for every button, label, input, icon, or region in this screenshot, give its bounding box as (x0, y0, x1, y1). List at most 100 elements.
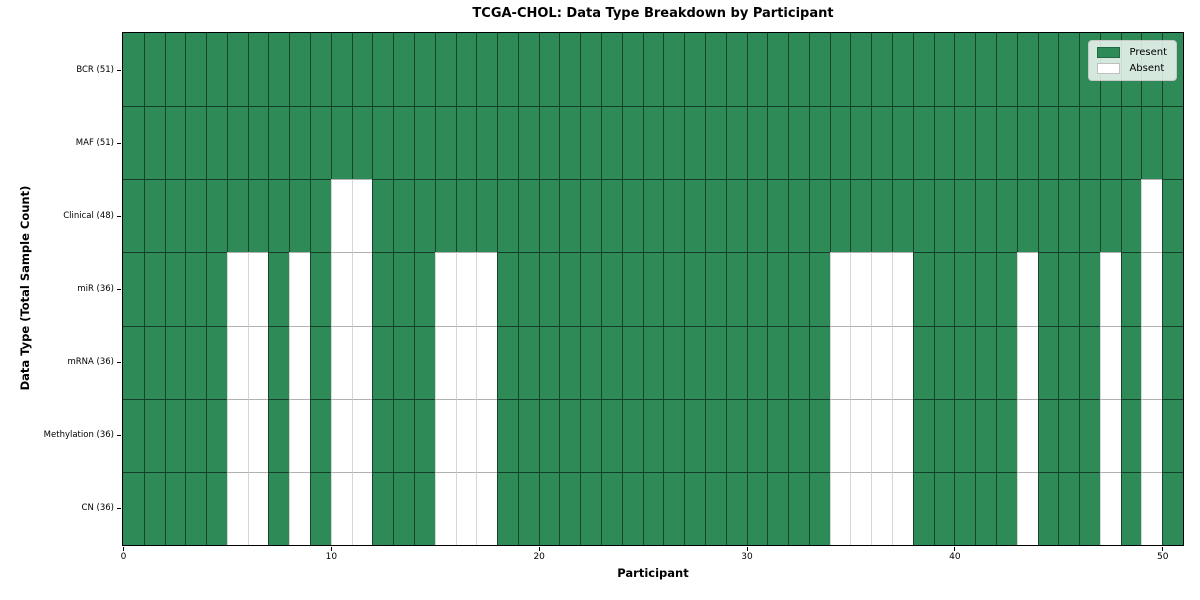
x-tick-label: 0 (120, 552, 127, 562)
heatmap-cell (476, 471, 498, 545)
heatmap-cell (455, 33, 477, 107)
heatmap-cell (829, 252, 851, 326)
heatmap-cell (123, 398, 144, 472)
y-tick-mark (117, 435, 121, 437)
heatmap-cell (808, 325, 830, 399)
heatmap-cell (767, 252, 789, 326)
heatmap-cell (995, 106, 1017, 180)
heatmap-cell (892, 179, 913, 253)
heatmap-cell (684, 179, 705, 253)
x-tick-mark (123, 547, 124, 551)
heatmap-cell (663, 33, 685, 107)
heatmap-cell (808, 106, 830, 180)
heatmap-cell (850, 252, 872, 326)
heatmap-cell (559, 106, 581, 180)
heatmap-cell (476, 106, 498, 180)
heatmap-cell (684, 33, 705, 107)
heatmap-cell (1099, 179, 1121, 253)
heatmap-cell (725, 325, 747, 399)
heatmap-cell (372, 179, 394, 253)
heatmap-cell (351, 325, 373, 399)
heatmap-cell (413, 33, 435, 107)
y-tick-label: Clinical (48) (63, 210, 114, 221)
heatmap-cell (310, 106, 331, 180)
heatmap-cell (476, 325, 498, 399)
heatmap-cell (767, 471, 789, 545)
heatmap-cell (268, 398, 290, 472)
heatmap-cell (601, 252, 622, 326)
heatmap-cell (954, 179, 976, 253)
heatmap-cell (621, 33, 643, 107)
heatmap-cell (933, 325, 955, 399)
heatmap-cell (393, 398, 414, 472)
heatmap-cell (1162, 179, 1183, 253)
heatmap-cell (892, 252, 913, 326)
heatmap-cell (684, 106, 705, 180)
heatmap-cell (559, 325, 581, 399)
heatmap-grid (123, 33, 1183, 545)
heatmap-cell (413, 398, 435, 472)
heatmap-cell (1099, 398, 1121, 472)
heatmap-cell (289, 33, 311, 107)
heatmap-cell (808, 252, 830, 326)
heatmap-cell (185, 106, 207, 180)
heatmap-cell (892, 33, 913, 107)
heatmap-cell (1120, 106, 1142, 180)
heatmap-cell (1037, 471, 1059, 545)
heatmap-cell (704, 471, 726, 545)
heatmap-cell (829, 325, 851, 399)
heatmap-cell (1120, 471, 1142, 545)
heatmap-cell (538, 179, 560, 253)
heatmap-cell (829, 106, 851, 180)
heatmap-cell (829, 398, 851, 472)
heatmap-cell (933, 252, 955, 326)
heatmap-cell (123, 106, 144, 180)
heatmap-cell (497, 106, 518, 180)
heatmap-cell (933, 33, 955, 107)
heatmap-cell (788, 325, 809, 399)
heatmap-cell (538, 106, 560, 180)
heatmap-cell (850, 398, 872, 472)
y-tick-mark (117, 362, 121, 364)
heatmap-cell (995, 179, 1017, 253)
heatmap-cell (704, 179, 726, 253)
heatmap-cell (1099, 325, 1121, 399)
heatmap-cell (247, 325, 269, 399)
heatmap-cell (684, 252, 705, 326)
heatmap-cell (788, 106, 809, 180)
y-tick-label: mRNA (36) (67, 357, 114, 368)
heatmap-cell (850, 33, 872, 107)
heatmap-cell (393, 179, 414, 253)
heatmap-cell (351, 179, 373, 253)
heatmap-cell (912, 471, 934, 545)
heatmap-cell (517, 252, 539, 326)
heatmap-cell (330, 252, 352, 326)
heatmap-cell (725, 471, 747, 545)
heatmap-cell (912, 325, 934, 399)
heatmap-cell (393, 471, 414, 545)
heatmap-cell (1141, 398, 1163, 472)
heatmap-cell (601, 398, 622, 472)
heatmap-cell (912, 179, 934, 253)
heatmap-cell (871, 179, 893, 253)
heatmap-cell (621, 106, 643, 180)
heatmap-cell (580, 106, 602, 180)
heatmap-cell (247, 398, 269, 472)
heatmap-cell (1016, 252, 1038, 326)
heatmap-cell (975, 252, 996, 326)
heatmap-cell (330, 325, 352, 399)
heatmap-cell (393, 252, 414, 326)
heatmap-cell (1016, 33, 1038, 107)
heatmap-cell (434, 398, 456, 472)
heatmap-cell (684, 398, 705, 472)
heatmap-cell (1058, 325, 1080, 399)
heatmap-cell (954, 471, 976, 545)
heatmap-cell (995, 398, 1017, 472)
heatmap-cell (143, 106, 165, 180)
heatmap-cell (164, 106, 186, 180)
heatmap-cell (725, 398, 747, 472)
heatmap-cell (206, 252, 227, 326)
heatmap-cell (704, 398, 726, 472)
heatmap-cell (767, 33, 789, 107)
heatmap-cell (310, 252, 331, 326)
